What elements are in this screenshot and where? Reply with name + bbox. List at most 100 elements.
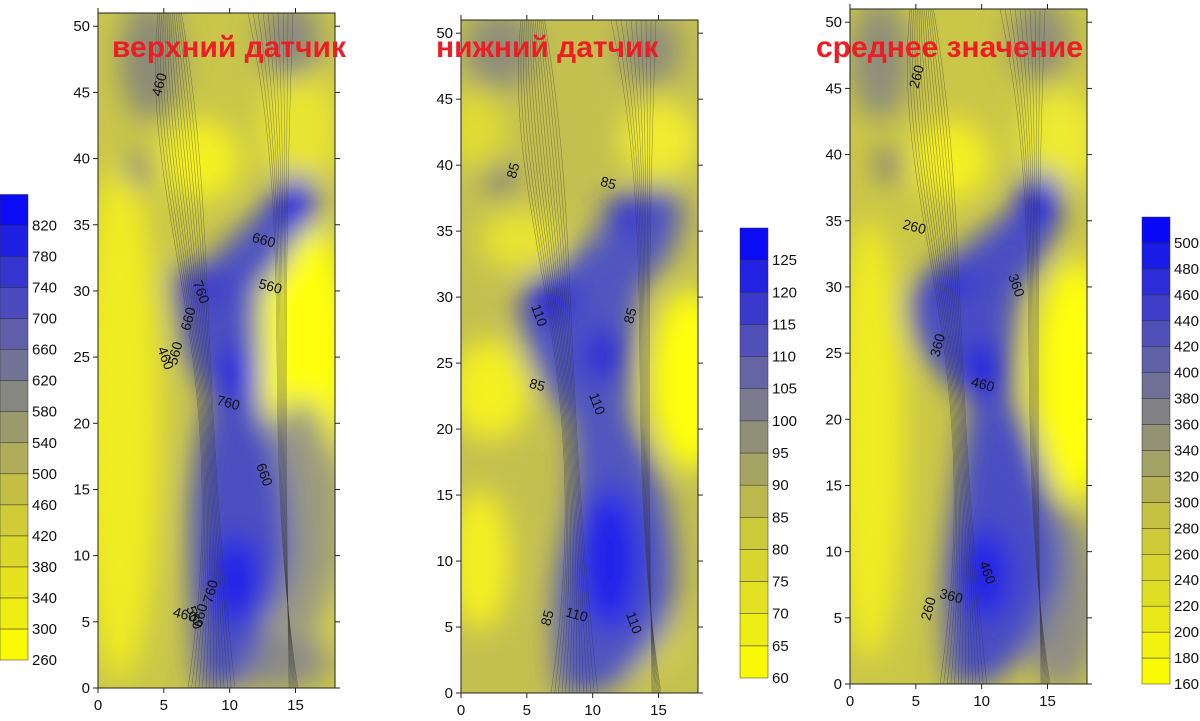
y-tick-label: 10: [436, 553, 453, 570]
contour-line: [914, 9, 959, 684]
colorbar-band: [1141, 294, 1171, 322]
colorbar-band: [0, 411, 29, 444]
contour-line: [285, 13, 294, 688]
colorbar-tick-label: 75: [772, 574, 789, 591]
contour-line: [647, 20, 654, 693]
colorbar-average-value: 160 180 200 220 240 260 280 300 320 340 360 380 400 4…: [1141, 216, 1199, 693]
contour-lines: [518, 20, 662, 693]
y-tick: 35: [436, 223, 703, 240]
contour-label: 260: [917, 595, 939, 622]
colorbar-tick-label: 700: [32, 311, 57, 328]
colorbar-tick-label: 220: [1174, 598, 1199, 615]
y-tick: 50: [825, 14, 1092, 31]
contour-lines: [907, 9, 1051, 684]
contour-line: [175, 13, 225, 688]
contour-label: 660: [177, 305, 199, 332]
contour-line: [925, 9, 973, 684]
colorbar-tick-label: 260: [32, 652, 57, 669]
contour-line: [168, 13, 212, 688]
contour-label: 85: [537, 608, 557, 627]
contour-line: [933, 9, 988, 684]
y-tick: 10: [436, 553, 703, 570]
colorbar-tick-label: 85: [772, 509, 789, 526]
colorbar-tick-label: 440: [1174, 313, 1199, 330]
plot-frame: [460, 19, 699, 694]
colorbar-tick-label: 420: [1174, 339, 1199, 356]
colorbar-band: [739, 292, 769, 325]
contour-label: 110: [564, 604, 590, 625]
contour-line: [533, 20, 577, 693]
y-tick-label: 45: [73, 84, 90, 101]
contour-label: 560: [164, 340, 186, 367]
y-tick-label: 30: [436, 289, 453, 306]
y-tick: 25: [73, 349, 340, 366]
contour-label: 660: [189, 602, 211, 629]
contour-line: [920, 9, 964, 684]
colorbar-lower-sensor: 60 65 70 75 80 85 90 95 100 105 110 115 120 125: [739, 227, 797, 687]
y-tick-label: 40: [436, 157, 453, 174]
colorbar-band: [1141, 657, 1171, 685]
contour-line: [648, 20, 657, 693]
contour-line: [525, 20, 570, 693]
x-tick-label: 5: [160, 697, 168, 714]
contour-line: [912, 9, 958, 684]
colorbar-tick-label: 500: [32, 466, 57, 483]
contour-label: 460: [148, 71, 170, 98]
colorbar-band: [1141, 476, 1171, 503]
y-tick: 40: [436, 157, 703, 174]
contour-line: [155, 13, 203, 688]
contour-label: 110: [586, 390, 609, 417]
contour-line: [929, 9, 980, 684]
colorbar-band: [1141, 631, 1171, 659]
colorbar-tick-label: 540: [32, 435, 57, 452]
y-tick: 0: [82, 680, 340, 697]
colorbar-band: [1141, 450, 1171, 477]
colorbar-band: [1141, 579, 1171, 607]
colorbar-tick-label: 340: [1174, 443, 1199, 460]
colorbar-tick-label: 500: [1174, 235, 1199, 252]
y-tick: 0: [445, 685, 703, 702]
contour-label: 260: [901, 216, 928, 238]
y-tick: 20: [825, 411, 1092, 428]
x-tick-label: 5: [912, 693, 920, 710]
y-tick-label: 10: [825, 544, 842, 561]
contour-line: [531, 20, 575, 693]
x-tick: 15: [287, 8, 304, 714]
y-tick: 10: [73, 548, 340, 565]
contour-label: 660: [251, 229, 278, 251]
y-tick-label: 0: [834, 676, 842, 693]
y-tick-label: 5: [445, 619, 453, 636]
contour-line: [529, 20, 573, 693]
colorbar-tick-label: 380: [1174, 391, 1199, 408]
y-tick-label: 25: [825, 345, 842, 362]
colorbar-band: [739, 452, 769, 486]
colorbar-tick-label: 400: [1174, 365, 1199, 382]
x-tick-label: 10: [221, 697, 238, 714]
contour-line: [172, 13, 218, 688]
y-tick-label: 40: [825, 147, 842, 164]
x-tick-label: 0: [94, 697, 102, 714]
contour-lines: [155, 13, 299, 688]
colorbar-tick-label: 360: [1174, 417, 1199, 434]
contour-label: 560: [257, 275, 284, 297]
colorbar-band: [1141, 346, 1171, 373]
colorbar-tick-label: 420: [32, 528, 57, 545]
y-tick: 45: [436, 91, 703, 108]
contour-line: [538, 20, 588, 693]
contour-label: 85: [620, 306, 640, 325]
y-tick: 30: [73, 283, 340, 300]
contour-line: [173, 13, 221, 688]
colorbar-tick-label: 160: [1174, 676, 1199, 693]
x-tick: 10: [221, 8, 238, 714]
colorbar-tick-label: 60: [772, 670, 789, 687]
x-tick: 15: [1039, 4, 1056, 710]
colorbar-tick-label: 320: [1174, 468, 1199, 485]
y-tick-label: 45: [825, 80, 842, 97]
colorbar-band: [1141, 372, 1171, 399]
colorbar-band: [1141, 320, 1171, 347]
contour-label: 460: [172, 604, 199, 626]
y-tick-label: 50: [436, 25, 453, 42]
colorbar-tick-label: 120: [772, 284, 797, 301]
y-tick-label: 5: [834, 610, 842, 627]
contour-label: 360: [938, 585, 965, 607]
